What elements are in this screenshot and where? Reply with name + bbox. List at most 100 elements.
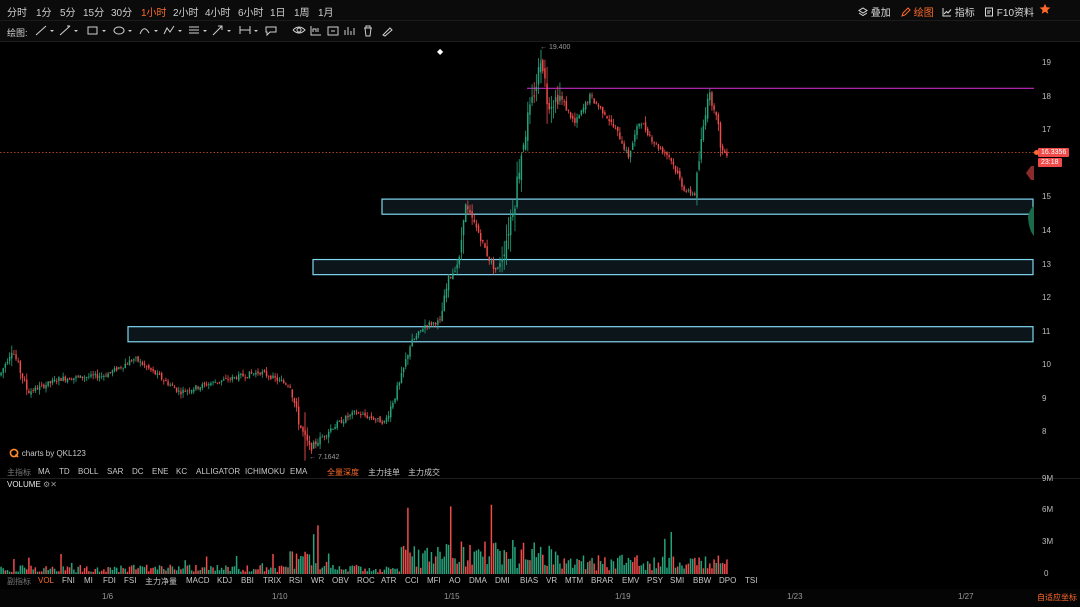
range-tool-icon[interactable]: [238, 24, 260, 38]
volume-bar: [353, 566, 356, 574]
volume-bar: [655, 568, 658, 574]
sub-indicator-21[interactable]: VR: [546, 576, 558, 585]
sub-indicator-10[interactable]: RSI: [289, 576, 303, 585]
fib-tool-icon[interactable]: [187, 24, 209, 38]
line-tool-icon[interactable]: [34, 24, 56, 38]
main-extra-0[interactable]: 全量深度: [327, 468, 359, 477]
tf-1min[interactable]: 1分: [36, 8, 52, 19]
text-tool-icon[interactable]: [264, 24, 286, 38]
main-indicator-td[interactable]: TD: [59, 467, 70, 476]
main-indicator-ma[interactable]: MA: [38, 467, 50, 476]
tf-4hour[interactable]: 4小时: [205, 8, 231, 19]
sub-indicator-13[interactable]: ROC: [357, 576, 375, 585]
support-zone[interactable]: [312, 258, 1034, 276]
eye-icon[interactable]: [292, 24, 314, 38]
scroll-marker-icon[interactable]: [1026, 166, 1034, 180]
sub-indicator-14[interactable]: ATR: [381, 576, 397, 585]
brush-icon[interactable]: [380, 24, 402, 38]
tf-2hour[interactable]: 2小时: [173, 8, 199, 19]
candle-body: [293, 398, 296, 404]
sub-indicator-6[interactable]: MACD: [186, 576, 210, 585]
candle-body: [687, 190, 690, 191]
sub-indicator-24[interactable]: EMV: [622, 576, 640, 585]
main-extra-1[interactable]: 主力挂单: [368, 468, 400, 477]
main-indicator-ichimoku[interactable]: ICHIMOKU: [245, 467, 285, 476]
main-indicator-boll[interactable]: BOLL: [78, 467, 99, 476]
sub-indicator-1[interactable]: FNI: [62, 576, 75, 585]
tf-30min[interactable]: 30分: [111, 8, 133, 19]
price-chart[interactable]: [0, 43, 1034, 466]
tf-1month[interactable]: 1月: [318, 8, 334, 19]
sub-indicator-5[interactable]: 主力净量: [145, 577, 177, 586]
snapshot-icon[interactable]: [326, 24, 348, 38]
overlay-button[interactable]: 叠加: [858, 4, 891, 19]
bar-stats-icon[interactable]: [343, 24, 365, 38]
sub-indicator-12[interactable]: OBV: [332, 576, 349, 585]
sub-indicator-28[interactable]: DPO: [719, 576, 737, 585]
volume-chart[interactable]: [0, 492, 1034, 574]
volume-bar: [342, 569, 345, 574]
candle-body: [505, 240, 508, 260]
tf-fenshi[interactable]: 分时: [7, 8, 27, 19]
support-zone[interactable]: [381, 198, 1034, 215]
main-indicator-ema[interactable]: EMA: [290, 467, 308, 476]
main-extra-2[interactable]: 主力成交: [408, 468, 440, 477]
sub-indicator-19[interactable]: DMI: [495, 576, 510, 585]
settings-gear-icon[interactable]: ⚙: [43, 480, 51, 489]
sub-indicator-4[interactable]: FSI: [124, 576, 137, 585]
curve-tool-icon[interactable]: [138, 24, 160, 38]
sub-indicator-8[interactable]: BBI: [241, 576, 254, 585]
tf-6hour[interactable]: 6小时: [238, 8, 264, 19]
auto-fit-button[interactable]: 自适应坐标: [1037, 593, 1077, 602]
volume-bar: [593, 563, 595, 574]
sub-indicator-29[interactable]: TSI: [745, 576, 758, 585]
main-indicator-dc[interactable]: DC: [132, 467, 144, 476]
rectangle-tool-icon[interactable]: [86, 24, 108, 38]
main-indicator-sar[interactable]: SAR: [107, 467, 124, 476]
sub-indicator-20[interactable]: BIAS: [520, 576, 539, 585]
sub-indicator-9[interactable]: TRIX: [263, 576, 282, 585]
sub-indicator-3[interactable]: FDI: [103, 576, 116, 585]
sub-indicator-0[interactable]: VOL: [38, 576, 55, 585]
candle-body: [145, 365, 148, 367]
tf-1hour[interactable]: 1小时: [141, 8, 167, 19]
measure-icon[interactable]: [309, 24, 331, 38]
sub-indicator-23[interactable]: BRAR: [591, 576, 614, 585]
tf-1day[interactable]: 1日: [270, 8, 286, 19]
support-zone[interactable]: [127, 326, 1034, 343]
main-indicator-alligator[interactable]: ALLIGATOR: [196, 467, 241, 476]
tf-1week[interactable]: 1周: [294, 8, 310, 19]
indicator-button[interactable]: 指标: [942, 4, 975, 19]
sub-indicator-2[interactable]: MI: [84, 576, 93, 585]
sub-indicator-27[interactable]: BBW: [693, 576, 712, 585]
main-indicator-kc[interactable]: KC: [176, 467, 188, 476]
tf-15min[interactable]: 15分: [83, 8, 105, 19]
arrow-tool-icon[interactable]: [211, 24, 233, 38]
sub-indicator-18[interactable]: DMA: [469, 576, 487, 585]
ellipse-tool-icon[interactable]: [112, 24, 134, 38]
sub-indicator-11[interactable]: WR: [311, 576, 325, 585]
sub-indicator-15[interactable]: CCI: [405, 576, 419, 585]
sub-indicator-17[interactable]: AO: [449, 576, 461, 585]
volume-bar: [47, 569, 49, 574]
sub-indicator-22[interactable]: MTM: [565, 576, 584, 585]
volume-bar: [619, 555, 621, 574]
tf-5min[interactable]: 5分: [60, 8, 76, 19]
date-axis[interactable]: 1/6 1/10 1/15 1/19 1/23 1/27 自适应坐标: [0, 589, 1080, 607]
favorite-star-icon[interactable]: [1039, 3, 1051, 18]
sub-indicator-25[interactable]: PSY: [647, 576, 664, 585]
ray-tool-icon[interactable]: [58, 24, 80, 38]
close-icon[interactable]: ✕: [50, 480, 57, 489]
sub-indicator-26[interactable]: SMI: [670, 576, 685, 585]
pattern-tool-icon[interactable]: [162, 24, 184, 38]
current-price-badge: 16.3356: [1038, 147, 1070, 157]
draw-button[interactable]: 绘图: [901, 4, 934, 19]
volume-bar: [327, 553, 330, 574]
main-indicator-ene[interactable]: ENE: [152, 467, 169, 476]
volume-bar: [60, 553, 62, 574]
sub-indicator-16[interactable]: MFI: [427, 576, 441, 585]
f10-button[interactable]: F10资料: [984, 4, 1034, 19]
trash-icon[interactable]: [361, 24, 383, 38]
sub-indicator-7[interactable]: KDJ: [217, 576, 233, 585]
